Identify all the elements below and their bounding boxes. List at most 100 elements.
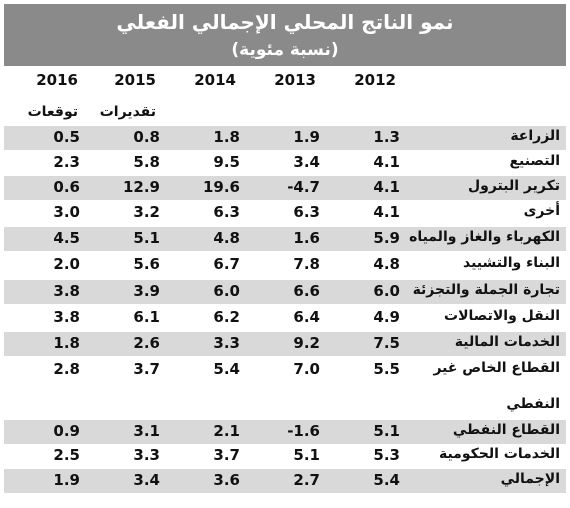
cell-2016: 3.8: [53, 308, 80, 326]
cell-2012: 4.1: [373, 178, 400, 196]
year-2012: 2012: [354, 71, 396, 89]
table-row: النقل والاتصالات 3.8 6.1 6.2 6.4 4.9: [4, 306, 566, 330]
row-label: الخدمات المالية: [454, 334, 560, 350]
cell-2013: 7.8: [293, 255, 320, 273]
cell-2016: 3.8: [53, 282, 80, 300]
cell-2015: 3.7: [133, 360, 160, 378]
table-row: الخدمات الحكومية 2.5 3.3 3.7 5.1 5.3: [4, 444, 566, 468]
table-row: أخرى 3.0 3.2 6.3 6.3 4.1: [4, 201, 566, 225]
cell-2014: 1.8: [213, 128, 240, 146]
cell-2012: 4.9: [373, 308, 400, 326]
cell-2013: 1.6: [293, 229, 320, 247]
cell-2016: 3.0: [53, 203, 80, 221]
year-2014: 2014: [194, 71, 236, 89]
row-label: النقل والاتصالات: [444, 308, 560, 324]
cell-2012: 5.1: [373, 422, 400, 440]
cell-2012: 4.1: [373, 153, 400, 171]
cell-2012: 4.1: [373, 203, 400, 221]
cell-2015: 0.8: [133, 128, 160, 146]
cell-2013: 6.3: [293, 203, 320, 221]
cell-2013: 9.2: [293, 334, 320, 352]
cell-2015: 2.6: [133, 334, 160, 352]
row-label: البناء والتشييد: [462, 255, 560, 271]
table-subtitle: (نسبة مئوية): [231, 40, 339, 60]
cell-2013: 7.0: [293, 360, 320, 378]
cell-2013: 6.4: [293, 308, 320, 326]
cell-2013: 5.1: [293, 446, 320, 464]
cell-2013: 3.4: [293, 153, 320, 171]
cell-2015: 3.1: [133, 422, 160, 440]
cell-2015: 3.3: [133, 446, 160, 464]
cell-2012: 5.4: [373, 471, 400, 489]
row-label: الزراعة: [510, 128, 560, 144]
cell-2015: 12.9: [122, 178, 160, 196]
cell-2014: 4.8: [213, 229, 240, 247]
cell-2014: 6.7: [213, 255, 240, 273]
table-row: تجارة الجملة والتجزئة 3.8 3.9 6.0 6.6 6.0: [4, 280, 566, 304]
sub-label-2015: تقديرات: [99, 104, 156, 120]
year-2015: 2015: [114, 71, 156, 89]
table-row: الكهرباء والغاز والمياه 4.5 5.1 4.8 1.6 5.9: [4, 227, 566, 251]
table-header-banner: نمو الناتج المحلي الإجمالي الفعلي (نسبة …: [4, 4, 566, 66]
cell-2016: 2.3: [53, 153, 80, 171]
row-label: القطاع الخاص غير: [433, 360, 560, 376]
cell-2016: 1.9: [53, 471, 80, 489]
cell-2012: 5.9: [373, 229, 400, 247]
cell-2014: 19.6: [202, 178, 240, 196]
cell-2014: 6.2: [213, 308, 240, 326]
cell-2016: 2.8: [53, 360, 80, 378]
cell-2015: 3.4: [133, 471, 160, 489]
cell-2016: 1.8: [53, 334, 80, 352]
cell-2014: 6.3: [213, 203, 240, 221]
cell-2016: 0.5: [53, 128, 80, 146]
row-label: أخرى: [523, 203, 560, 219]
cell-2013: 6.6: [293, 282, 320, 300]
row-label: تجارة الجملة والتجزئة: [412, 282, 560, 298]
year-2016: 2016: [36, 71, 78, 89]
row-label: تكرير البترول: [468, 178, 560, 194]
cell-2013: -4.7: [287, 178, 320, 196]
cell-2014: 9.5: [213, 153, 240, 171]
table-row: الخدمات المالية 1.8 2.6 3.3 9.2 7.5: [4, 332, 566, 356]
row-label: الإجمالي: [500, 471, 560, 487]
cell-2016: 4.5: [53, 229, 80, 247]
table-row: الإجمالي 1.9 3.4 3.6 2.7 5.4: [4, 469, 566, 493]
cell-2015: 3.9: [133, 282, 160, 300]
table-row: تكرير البترول 0.6 12.9 19.6 -4.7 4.1: [4, 176, 566, 200]
cell-2015: 6.1: [133, 308, 160, 326]
table-row: البناء والتشييد 2.0 5.6 6.7 7.8 4.8: [4, 253, 566, 277]
cell-2015: 5.8: [133, 153, 160, 171]
table-row: القطاع النفطي 0.9 3.1 2.1 -1.6 5.1: [4, 420, 566, 444]
cell-2012: 5.5: [373, 360, 400, 378]
cell-2016: 0.6: [53, 178, 80, 196]
cell-2015: 5.6: [133, 255, 160, 273]
cell-2013: 2.7: [293, 471, 320, 489]
cell-2014: 5.4: [213, 360, 240, 378]
cell-2012: 5.3: [373, 446, 400, 464]
cell-2016: 2.5: [53, 446, 80, 464]
cell-2012: 7.5: [373, 334, 400, 352]
cell-2015: 3.2: [133, 203, 160, 221]
cell-2012: 4.8: [373, 255, 400, 273]
cell-2014: 2.1: [213, 422, 240, 440]
sub-label-2016: توقعات: [27, 104, 78, 120]
row-label: الخدمات الحكومية: [438, 446, 560, 462]
cell-2014: 3.7: [213, 446, 240, 464]
cell-2015: 5.1: [133, 229, 160, 247]
row-label: القطاع النفطي: [452, 422, 560, 438]
table-title: نمو الناتج المحلي الإجمالي الفعلي: [116, 10, 454, 34]
cell-2012: 1.3: [373, 128, 400, 146]
cell-2016: 0.9: [53, 422, 80, 440]
cell-2014: 3.6: [213, 471, 240, 489]
table-row: الزراعة 0.5 0.8 1.8 1.9 1.3: [4, 126, 566, 150]
cell-2014: 6.0: [213, 282, 240, 300]
table-row: التصنيع 2.3 5.8 9.5 3.4 4.1: [4, 151, 566, 175]
cell-2016: 2.0: [53, 255, 80, 273]
cell-2014: 3.3: [213, 334, 240, 352]
cell-2013: -1.6: [287, 422, 320, 440]
year-2013: 2013: [274, 71, 316, 89]
continuation-label: النفطي: [506, 396, 560, 412]
table-row: القطاع الخاص غير 2.8 3.7 5.4 7.0 5.5: [4, 358, 566, 382]
row-label: التصنيع: [509, 153, 560, 169]
